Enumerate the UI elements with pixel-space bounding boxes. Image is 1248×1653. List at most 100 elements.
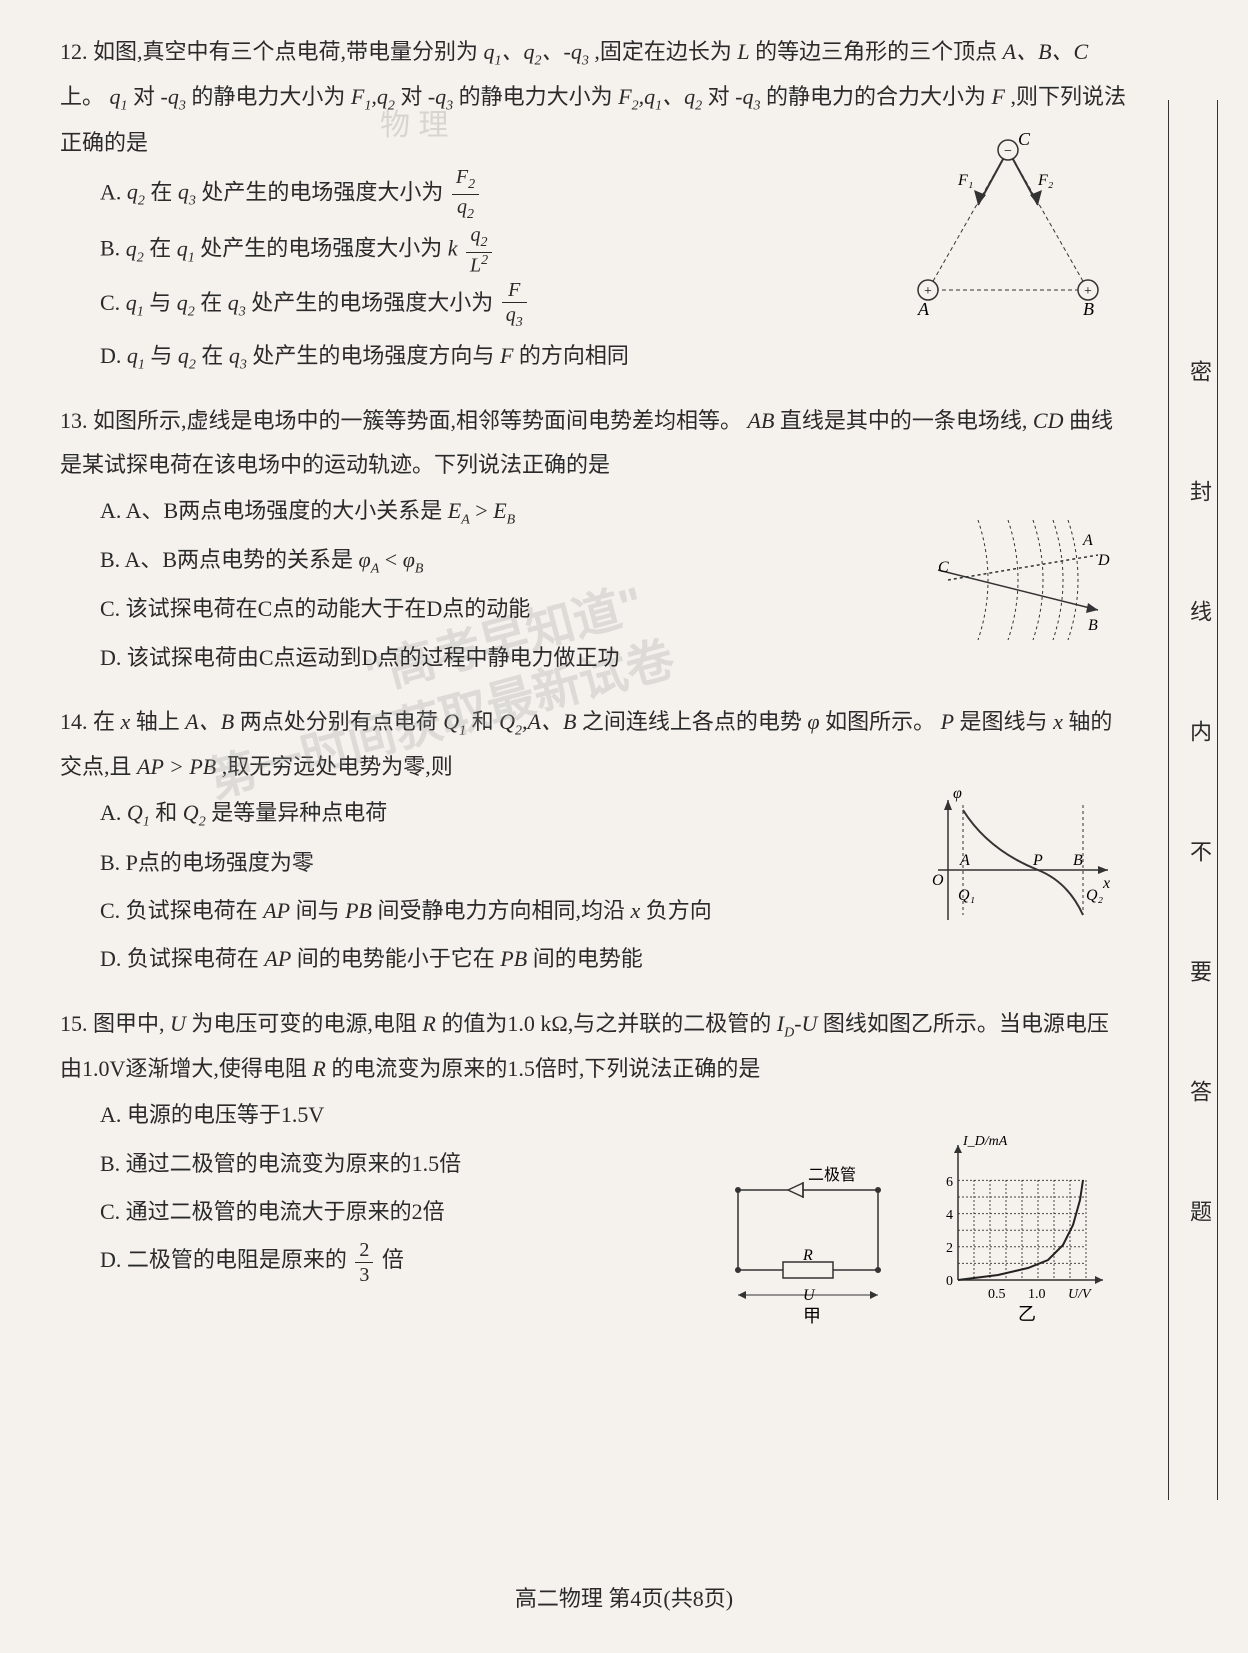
- q13-var: AB: [748, 408, 775, 433]
- opt-text: D. 负试探电荷在: [100, 946, 259, 971]
- q12-num: 12.: [60, 39, 88, 64]
- opt-text: 间的电势能: [533, 946, 643, 971]
- q14-text: 两点处分别有点电荷: [240, 709, 438, 734]
- opt-text: 与: [150, 343, 172, 368]
- q12-optD: D. q1 与 q2 在 q3 处产生的电场强度方向与 F 的方向相同: [100, 332, 1128, 381]
- side-char: 线: [1183, 600, 1215, 622]
- opt-text: A. A、B两点电场强度的大小关系是: [100, 498, 442, 523]
- q12-var: q1: [110, 84, 128, 109]
- q12-var: q2: [126, 236, 144, 261]
- q12-var: q2: [177, 290, 195, 315]
- opt-label: A.: [100, 179, 127, 204]
- q14-var: PB: [345, 898, 372, 923]
- q12-var: q2: [127, 179, 145, 204]
- side-char: 密: [1183, 360, 1215, 382]
- side-margin: 密 封 线 内 不 要 答 题: [1168, 100, 1218, 1500]
- q12-text: 对: [133, 84, 155, 109]
- opt-text: 间受静电力方向相同,均沿: [377, 898, 625, 923]
- fraction: Fq3: [502, 278, 527, 332]
- q15-text: 的电流变为原来的1.5倍时,下列说法正确的是: [331, 1056, 760, 1081]
- opt-text: 负方向: [646, 898, 712, 923]
- fraction: 23: [355, 1238, 373, 1287]
- q14-stem: 14. 在 x 轴上 A、B 两点处分别有点电荷 Q1 和 Q2,A、B 之间连…: [60, 700, 1128, 789]
- q12-var: q3: [228, 290, 246, 315]
- q12-text: 的静电力大小为: [459, 84, 613, 109]
- q14-var: x: [121, 709, 131, 734]
- rel: φB: [403, 547, 424, 572]
- q15-var: R: [422, 1011, 435, 1036]
- q14-var: AP: [264, 946, 291, 971]
- opt-text: C. 负试探电荷在: [100, 898, 258, 923]
- q14-optC: C. 负试探电荷在 AP 间与 PB 间受静电力方向相同,均沿 x 负方向: [100, 887, 1128, 935]
- rel: EA: [448, 498, 470, 523]
- q15-optD: D. 二极管的电阻是原来的 23 倍: [100, 1236, 1128, 1286]
- q14-text: 和: [472, 709, 494, 734]
- q14-text: 是图线与: [960, 709, 1048, 734]
- q15-stem: 15. 图甲中, U 为电压可变的电源,电阻 R 的值为1.0 kΩ,与之并联的…: [60, 1002, 1128, 1091]
- page-content: 12. 如图,真空中有三个点电荷,带电量分别为 q1、q2、-q3 ,固定在边长…: [60, 30, 1128, 1287]
- q15-text: 图甲中,: [93, 1011, 165, 1036]
- q13-text: 如图所示,虚线是电场中的一簇等势面,相邻等势面间电势差均相等。: [93, 408, 742, 433]
- q12-text: 对: [708, 84, 730, 109]
- q13-stem: 13. 如图所示,虚线是电场中的一簇等势面,相邻等势面间电势差均相等。 AB 直…: [60, 399, 1128, 487]
- fraction: F2q2: [452, 165, 479, 224]
- side-char: 要: [1183, 960, 1215, 982]
- q12-var: -q3: [161, 84, 186, 109]
- q12-var: F: [992, 84, 1005, 109]
- q14-num: 14.: [60, 709, 88, 734]
- q12-text: 如图,真空中有三个点电荷,带电量分别为: [93, 39, 478, 64]
- svg-text:U/V: U/V: [1068, 1287, 1092, 1302]
- question-14: 14. 在 x 轴上 A、B 两点处分别有点电荷 Q1 和 Q2,A、B 之间连…: [60, 700, 1128, 984]
- opt-text: D. 二极管的电阻是原来的: [100, 1247, 347, 1272]
- opt-text: 处产生的电场强度方向与: [252, 343, 494, 368]
- opt-text: B. A、B两点电势的关系是: [100, 547, 353, 572]
- q14-var: x: [631, 898, 641, 923]
- side-char: 内: [1183, 720, 1215, 742]
- q12-var: F: [500, 343, 513, 368]
- q14-var: AP > PB: [137, 754, 216, 779]
- faint-title: 物 理: [380, 100, 448, 144]
- q14-text: 之间连线上各点的电势: [582, 709, 802, 734]
- side-char: 题: [1183, 1200, 1215, 1222]
- q14-var: Q2: [183, 800, 206, 825]
- side-char: 答: [1183, 1080, 1215, 1102]
- q15-optC: C. 通过二极管的电流大于原来的2倍: [100, 1188, 1128, 1236]
- q14-text: 轴上: [136, 709, 180, 734]
- page-footer: 高二物理 第4页(共8页): [0, 1581, 1248, 1613]
- q14-var: φ: [807, 709, 819, 734]
- opt-text: 处产生的电场强度大小为: [200, 236, 442, 261]
- q12-var: q1、q2、-q3: [484, 39, 589, 64]
- rel: φA: [359, 547, 380, 572]
- q14-var: P: [941, 709, 954, 734]
- svg-text:0.5: 0.5: [988, 1287, 1006, 1302]
- opt-text: 倍: [382, 1247, 404, 1272]
- q14-var: Q1: [443, 709, 466, 734]
- q12-var: q1: [126, 290, 144, 315]
- q15-optB: B. 通过二极管的电流变为原来的1.5倍: [100, 1140, 1128, 1188]
- q12-var: -q3: [735, 84, 760, 109]
- q12-optC: C. q1 与 q2 在 q3 处产生的电场强度大小为 Fq3: [100, 278, 1128, 332]
- q14-var: x: [1053, 709, 1063, 734]
- q12-var: q3: [178, 179, 196, 204]
- q12-text: 的静电力的合力大小为: [766, 84, 986, 109]
- q14-text: 在: [93, 709, 115, 734]
- q13-optB: B. A、B两点电势的关系是 φA < φB: [100, 536, 1128, 585]
- q14-optB: B. P点的电场强度为零: [100, 839, 1128, 887]
- opt-text: 是等量异种点电荷: [211, 800, 387, 825]
- q15-var: R: [312, 1056, 325, 1081]
- question-13: 13. 如图所示,虚线是电场中的一簇等势面,相邻等势面间电势差均相等。 AB 直…: [60, 399, 1128, 682]
- opt-text: 在: [200, 290, 222, 315]
- rel-op: <: [385, 547, 403, 572]
- rel-op: >: [475, 498, 493, 523]
- q14-text: ,取无穷远处电势为零,则: [222, 754, 453, 779]
- opt-text: 处产生的电场强度大小为: [251, 290, 493, 315]
- opt-text: 的方向相同: [519, 343, 629, 368]
- opt-label: A.: [100, 800, 127, 825]
- opt-text: 在: [150, 179, 172, 204]
- q12-var: q2: [178, 343, 196, 368]
- q12-text: ,固定在边长为: [594, 39, 732, 64]
- q15-var: ID-U: [777, 1011, 818, 1036]
- fraction: q2L2: [466, 223, 492, 277]
- q12-var: q3: [229, 343, 247, 368]
- svg-text:1.0: 1.0: [1028, 1287, 1046, 1302]
